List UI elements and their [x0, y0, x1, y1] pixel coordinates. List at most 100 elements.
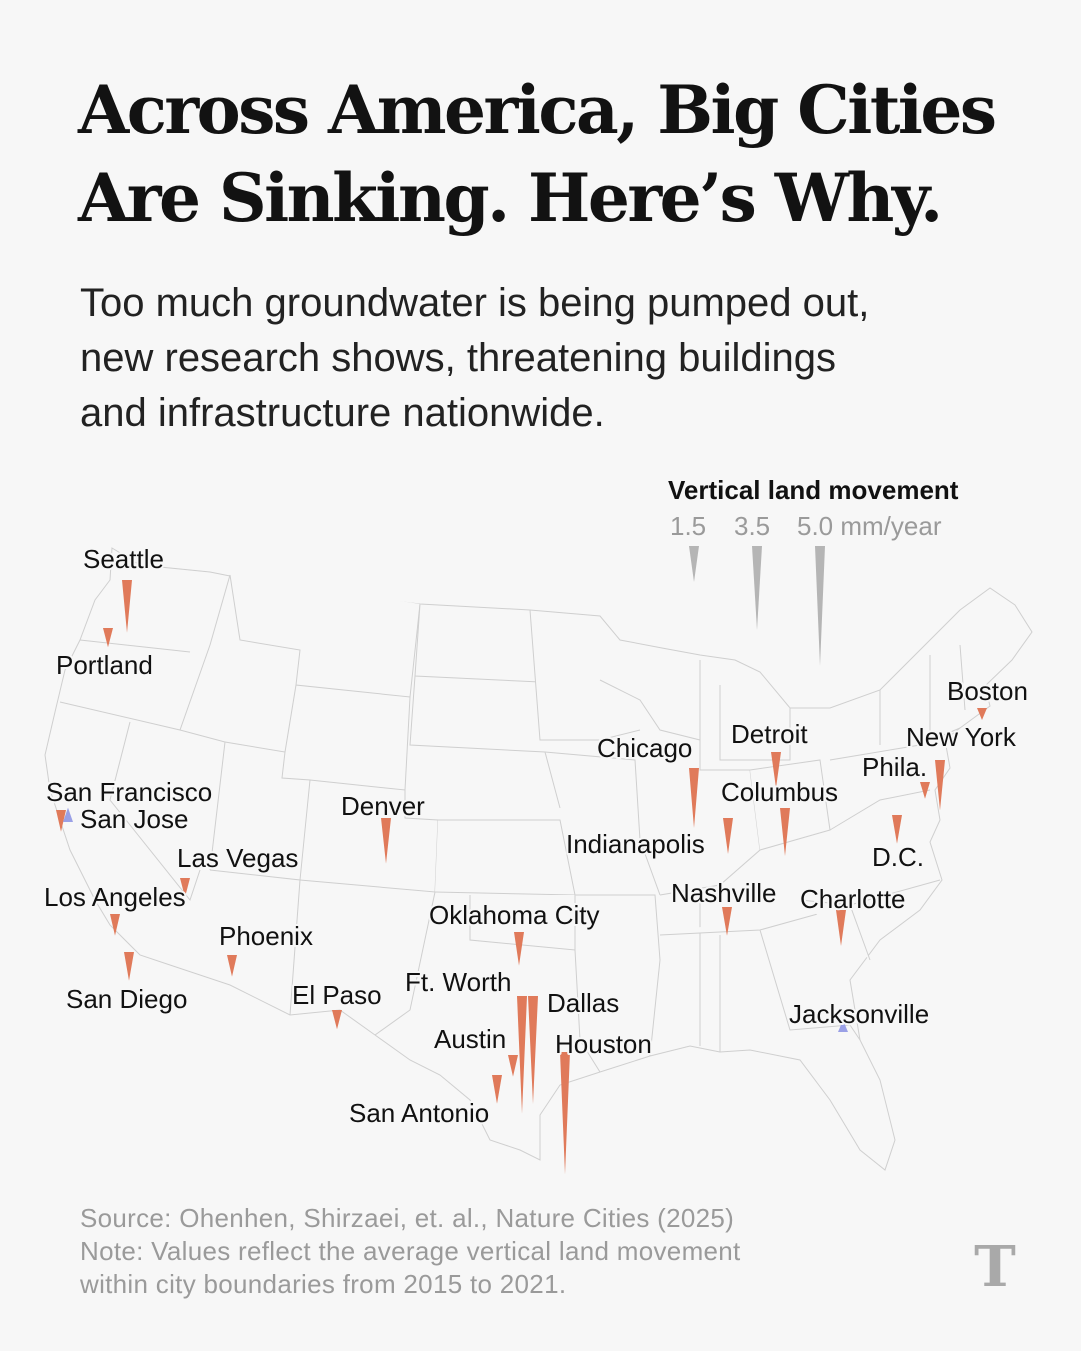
city-marker	[935, 760, 945, 811]
city-marker	[180, 878, 190, 898]
city-markers	[56, 580, 987, 1175]
city-marker	[528, 996, 538, 1104]
dek-line-2: new research shows, threatening building…	[80, 336, 836, 380]
city-label: Phila.	[862, 752, 927, 782]
headline-line-2: Are Sinking. Here’s Why.	[78, 159, 943, 237]
city-label: Ft. Worth	[405, 967, 511, 997]
state-line	[575, 894, 661, 1057]
city-label: Chicago	[597, 733, 692, 763]
nyt-logo: T	[974, 1234, 1016, 1300]
city-label: San Francisco	[46, 777, 212, 807]
state-line	[109, 721, 201, 902]
city-marker	[920, 782, 930, 799]
state-boundaries	[44, 547, 1033, 1171]
state-line	[374, 891, 436, 1036]
city-label: Jacksonville	[789, 999, 929, 1029]
city-label: Seattle	[83, 544, 164, 574]
dek: Too much groundwater is being pumped out…	[80, 276, 980, 441]
state-line	[469, 895, 576, 951]
dek-line-1: Too much groundwater is being pumped out…	[80, 281, 870, 325]
city-label: New York	[906, 722, 1017, 752]
city-label: Phoenix	[219, 921, 313, 951]
legend: Vertical land movement 1.5 3.5 5.0 mm/year	[668, 475, 959, 666]
city-marker	[780, 808, 790, 856]
state-line	[209, 574, 231, 646]
city-marker	[771, 752, 781, 788]
city-label: Columbus	[721, 777, 838, 807]
city-label: Los Angeles	[44, 882, 186, 912]
city-marker	[122, 580, 132, 633]
city-marker	[56, 810, 66, 832]
legend-triangle	[752, 546, 762, 630]
city-label: El Paso	[292, 980, 382, 1010]
legend-value: 1.5	[670, 511, 706, 541]
source-line-2: Note: Values reflect the average vertica…	[80, 1236, 741, 1266]
legend-value: 3.5	[734, 511, 770, 541]
legend-triangle	[689, 546, 699, 582]
city-label: San Jose	[80, 804, 188, 834]
state-line	[829, 727, 961, 761]
city-label: Charlotte	[800, 884, 906, 914]
city-label: D.C.	[872, 842, 924, 872]
city-label: Indianapolis	[566, 829, 705, 859]
city-marker	[517, 996, 527, 1114]
legend-triangle	[815, 546, 825, 666]
city-marker	[836, 910, 846, 946]
city-marker	[63, 807, 73, 822]
state-line	[409, 675, 561, 809]
source-line-1: Source: Ohenhen, Shirzaei, et. al., Natu…	[80, 1203, 735, 1233]
source-line-3: within city boundaries from 2015 to 2021…	[80, 1269, 567, 1299]
city-marker	[977, 708, 987, 720]
city-marker	[124, 952, 134, 981]
legend-items: 1.5 3.5 5.0 mm/year	[670, 511, 942, 666]
city-marker	[892, 815, 902, 844]
city-label: Houston	[555, 1029, 652, 1059]
city-marker	[332, 1010, 342, 1030]
state-line	[284, 684, 297, 753]
state-line	[434, 819, 576, 896]
legend-value: 5.0 mm/year	[797, 511, 942, 541]
state-line	[659, 879, 941, 936]
state-line	[229, 574, 421, 698]
state-line	[759, 929, 861, 1041]
city-marker	[110, 914, 120, 936]
headline: Across America, Big Cities Are Sinking. …	[78, 66, 1018, 242]
state-line	[574, 949, 601, 1073]
city-marker	[689, 768, 699, 828]
city-marker	[723, 818, 733, 854]
city-label: Dallas	[547, 988, 619, 1018]
city-label: Oklahoma City	[429, 900, 600, 930]
city-label: Austin	[434, 1024, 506, 1054]
state-line	[829, 789, 931, 831]
state-line	[959, 644, 966, 711]
city-label: San Antonio	[349, 1098, 489, 1128]
source-note: Source: Ohenhen, Shirzaei, et. al., Natu…	[80, 1202, 940, 1301]
state-line	[719, 685, 791, 761]
city-label: Nashville	[671, 878, 777, 908]
state-line	[544, 751, 661, 896]
city-label: San Diego	[66, 984, 187, 1014]
city-label: Denver	[341, 791, 425, 821]
state-line	[529, 609, 641, 741]
state-line	[224, 741, 311, 881]
city-label: Portland	[56, 650, 153, 680]
state-line	[799, 899, 871, 961]
city-label: Boston	[947, 676, 1028, 706]
legend-title: Vertical land movement	[668, 475, 959, 505]
city-marker	[103, 628, 113, 648]
city-marker	[722, 907, 732, 936]
state-line	[79, 639, 191, 653]
state-line	[749, 759, 831, 851]
city-marker	[560, 1052, 570, 1175]
state-line	[599, 679, 701, 741]
city-label: Las Vegas	[177, 843, 298, 873]
headline-line-1: Across America, Big Cities	[78, 71, 997, 149]
city-marker	[838, 1020, 848, 1032]
city-marker	[492, 1075, 502, 1104]
city-marker	[508, 1055, 518, 1077]
city-marker	[514, 932, 524, 966]
dek-line-3: and infrastructure nationwide.	[80, 391, 605, 435]
